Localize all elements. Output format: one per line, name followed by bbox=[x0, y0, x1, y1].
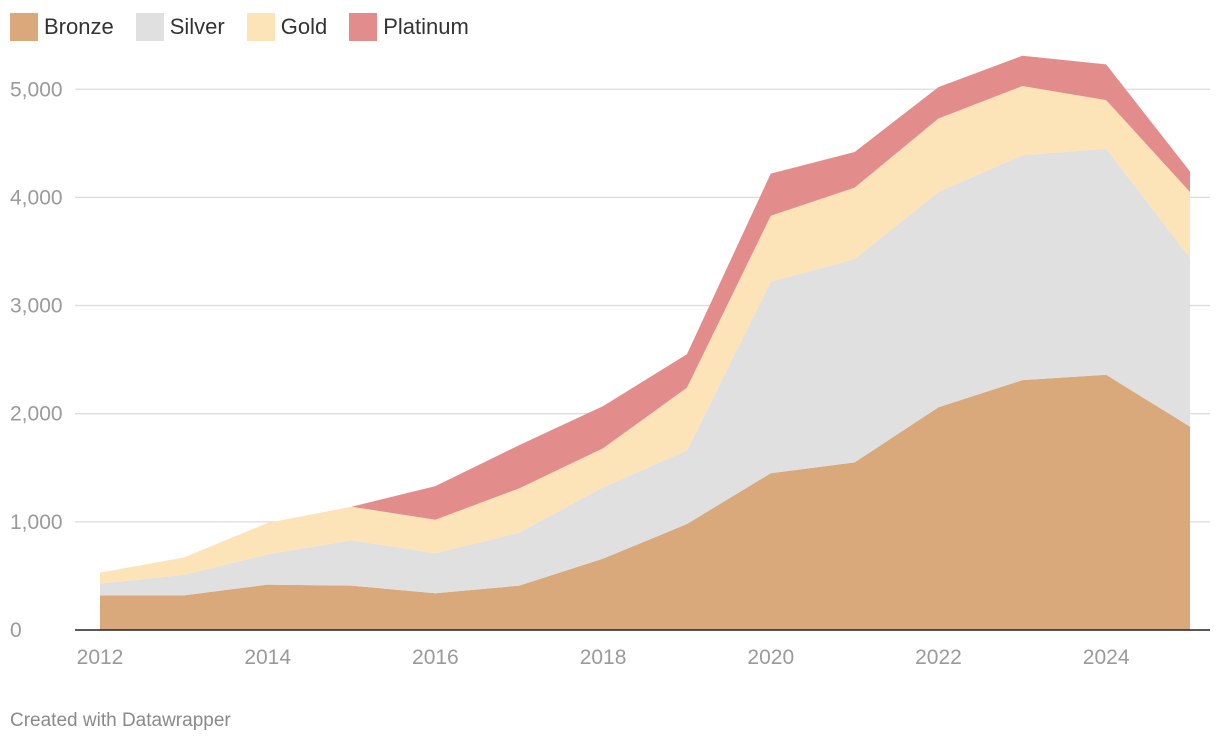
legend-swatch-gold bbox=[246, 13, 275, 41]
y-tick-label: 2,000 bbox=[10, 403, 63, 426]
area-series bbox=[100, 55, 1190, 630]
x-tick-label: 2022 bbox=[915, 646, 962, 669]
x-tick-label: 2012 bbox=[77, 646, 124, 669]
y-tick-label: 5,000 bbox=[10, 78, 63, 101]
legend-item-silver: Silver bbox=[135, 13, 225, 41]
area-gold bbox=[100, 86, 1190, 584]
stacked-area-chart: 0 1,000 2,000 3,000 4,000 5,000 2012 2014 2016 20… bbox=[10, 55, 1210, 669]
x-tick-label: 2020 bbox=[747, 646, 794, 669]
legend-swatch-silver bbox=[135, 13, 164, 41]
legend-swatch-bronze bbox=[10, 13, 38, 41]
x-tick-label: 2014 bbox=[244, 646, 291, 669]
x-tick-label: 2016 bbox=[412, 646, 459, 669]
legend-item-bronze: Bronze bbox=[10, 13, 114, 41]
y-tick-label: 3,000 bbox=[10, 295, 63, 318]
legend-item-platinum: Platinum bbox=[349, 13, 469, 41]
legend-label-platinum: Platinum bbox=[383, 14, 469, 39]
chart-legend: Bronze Silver Gold Platinum bbox=[10, 13, 491, 41]
y-tick-label: 1,000 bbox=[10, 511, 63, 534]
axes: 0 1,000 2,000 3,000 4,000 5,000 2012 2014 2016 20… bbox=[10, 78, 1210, 669]
legend-item-gold: Gold bbox=[246, 13, 328, 41]
y-tick-label: 0 bbox=[10, 619, 22, 642]
legend-swatch-platinum bbox=[349, 13, 378, 41]
area-bronze bbox=[100, 374, 1190, 630]
x-tick-label: 2018 bbox=[580, 646, 627, 669]
y-tick-label: 4,000 bbox=[10, 186, 63, 209]
legend-label-silver: Silver bbox=[169, 14, 225, 39]
area-silver bbox=[100, 148, 1190, 596]
legend-label-bronze: Bronze bbox=[44, 14, 114, 39]
x-tick-label: 2024 bbox=[1083, 646, 1130, 669]
credit-footer: Created with Datawrapper bbox=[10, 710, 231, 731]
legend-label-gold: Gold bbox=[280, 14, 328, 39]
